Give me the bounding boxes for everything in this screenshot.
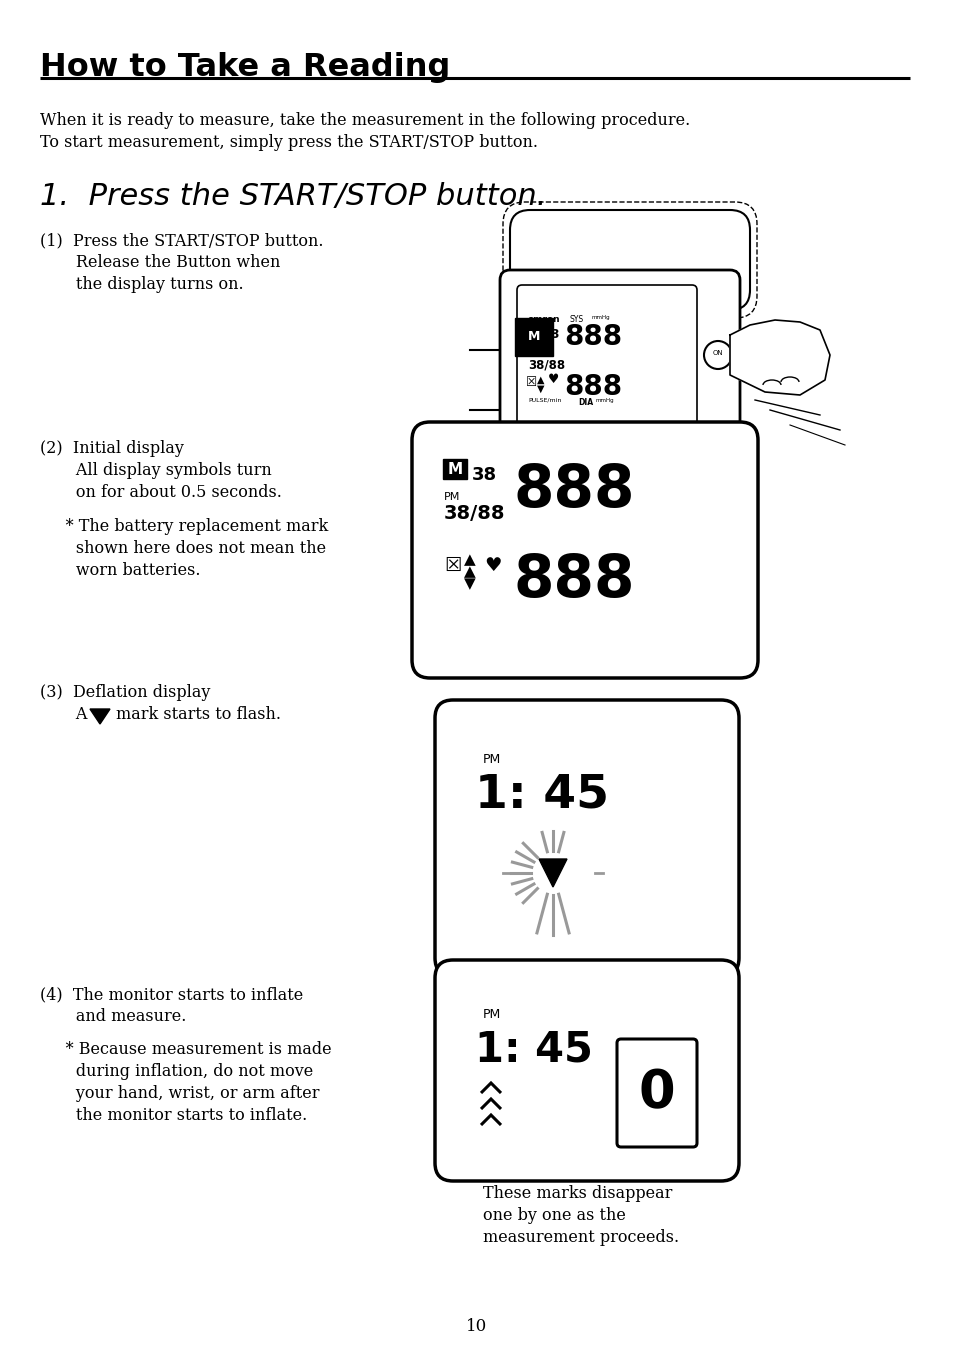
Text: All display symbols turn: All display symbols turn <box>40 461 272 479</box>
FancyBboxPatch shape <box>442 459 467 479</box>
Text: 888: 888 <box>514 551 635 609</box>
Text: (2)  Initial display: (2) Initial display <box>40 440 184 457</box>
Text: M: M <box>527 330 539 343</box>
Text: 10: 10 <box>466 1318 487 1336</box>
Text: mmHg: mmHg <box>596 398 614 404</box>
Text: M: M <box>447 461 462 476</box>
Text: * Because measurement is made: * Because measurement is made <box>40 1041 332 1059</box>
Text: measurement proceeds.: measurement proceeds. <box>482 1229 679 1245</box>
Text: ON: ON <box>712 350 722 356</box>
Text: shown here does not mean the: shown here does not mean the <box>40 539 326 557</box>
Text: (3)  Deflation display: (3) Deflation display <box>40 685 211 701</box>
Text: How to Take a Reading: How to Take a Reading <box>40 52 450 83</box>
Text: and measure.: and measure. <box>40 1007 186 1025</box>
Text: ☒: ☒ <box>443 555 461 576</box>
Text: 1: 45: 1: 45 <box>475 1028 592 1071</box>
Text: 888: 888 <box>514 461 635 519</box>
Text: PM: PM <box>527 348 538 356</box>
Text: SYS: SYS <box>569 315 583 324</box>
Text: worn batteries.: worn batteries. <box>40 562 200 578</box>
FancyBboxPatch shape <box>499 270 740 460</box>
Text: 0: 0 <box>638 1067 675 1119</box>
FancyBboxPatch shape <box>510 210 749 309</box>
Text: ▲: ▲ <box>463 564 476 578</box>
Text: * The battery replacement mark: * The battery replacement mark <box>40 518 328 535</box>
Text: PULSE/min: PULSE/min <box>527 398 560 404</box>
Polygon shape <box>538 859 566 886</box>
Text: 38: 38 <box>541 328 558 342</box>
Text: 888: 888 <box>563 373 621 401</box>
Text: one by one as the: one by one as the <box>482 1206 625 1224</box>
Text: DIA: DIA <box>578 398 593 408</box>
Polygon shape <box>729 320 829 395</box>
Text: mark starts to flash.: mark starts to flash. <box>116 706 281 724</box>
FancyBboxPatch shape <box>517 285 697 445</box>
Text: 1: 45: 1: 45 <box>475 773 608 818</box>
Text: A: A <box>40 706 88 724</box>
Text: ☒: ☒ <box>525 377 537 389</box>
Text: ♥: ♥ <box>483 555 501 576</box>
Text: PM: PM <box>482 1007 500 1021</box>
Text: Release the Button when: Release the Button when <box>40 254 280 270</box>
FancyBboxPatch shape <box>435 699 739 976</box>
Text: mmHg: mmHg <box>592 315 610 320</box>
Text: ▼: ▼ <box>537 385 544 394</box>
Text: ▼: ▼ <box>463 576 476 590</box>
Text: 1.  Press the START/STOP button.: 1. Press the START/STOP button. <box>40 182 546 211</box>
Text: 38: 38 <box>472 465 497 484</box>
Text: omron: omron <box>527 315 560 324</box>
Text: 888: 888 <box>563 323 621 351</box>
Polygon shape <box>90 709 110 724</box>
Text: PM: PM <box>482 753 500 767</box>
Text: 38/88: 38/88 <box>443 504 505 523</box>
Text: the display turns on.: the display turns on. <box>40 276 243 293</box>
Text: (4)  The monitor starts to inflate: (4) The monitor starts to inflate <box>40 986 303 1003</box>
Text: ▲: ▲ <box>537 375 544 385</box>
FancyBboxPatch shape <box>617 1038 697 1147</box>
Text: the monitor starts to inflate.: the monitor starts to inflate. <box>40 1107 307 1124</box>
Text: When it is ready to measure, take the measurement in the following procedure.: When it is ready to measure, take the me… <box>40 112 690 129</box>
Text: your hand, wrist, or arm after: your hand, wrist, or arm after <box>40 1085 319 1102</box>
FancyBboxPatch shape <box>412 422 758 678</box>
Text: To start measurement, simply press the START/STOP button.: To start measurement, simply press the S… <box>40 134 537 151</box>
Text: 38/88: 38/88 <box>527 358 564 371</box>
Text: ▲: ▲ <box>463 551 476 568</box>
Text: during inflation, do not move: during inflation, do not move <box>40 1063 313 1080</box>
Text: ♥: ♥ <box>547 373 558 386</box>
Text: (1)  Press the START/STOP button.: (1) Press the START/STOP button. <box>40 231 323 249</box>
Text: M: M <box>527 330 539 343</box>
Circle shape <box>703 342 731 369</box>
Text: PM: PM <box>443 492 460 502</box>
Text: on for about 0.5 seconds.: on for about 0.5 seconds. <box>40 484 281 500</box>
Text: These marks disappear: These marks disappear <box>482 1185 672 1202</box>
FancyBboxPatch shape <box>435 960 739 1181</box>
